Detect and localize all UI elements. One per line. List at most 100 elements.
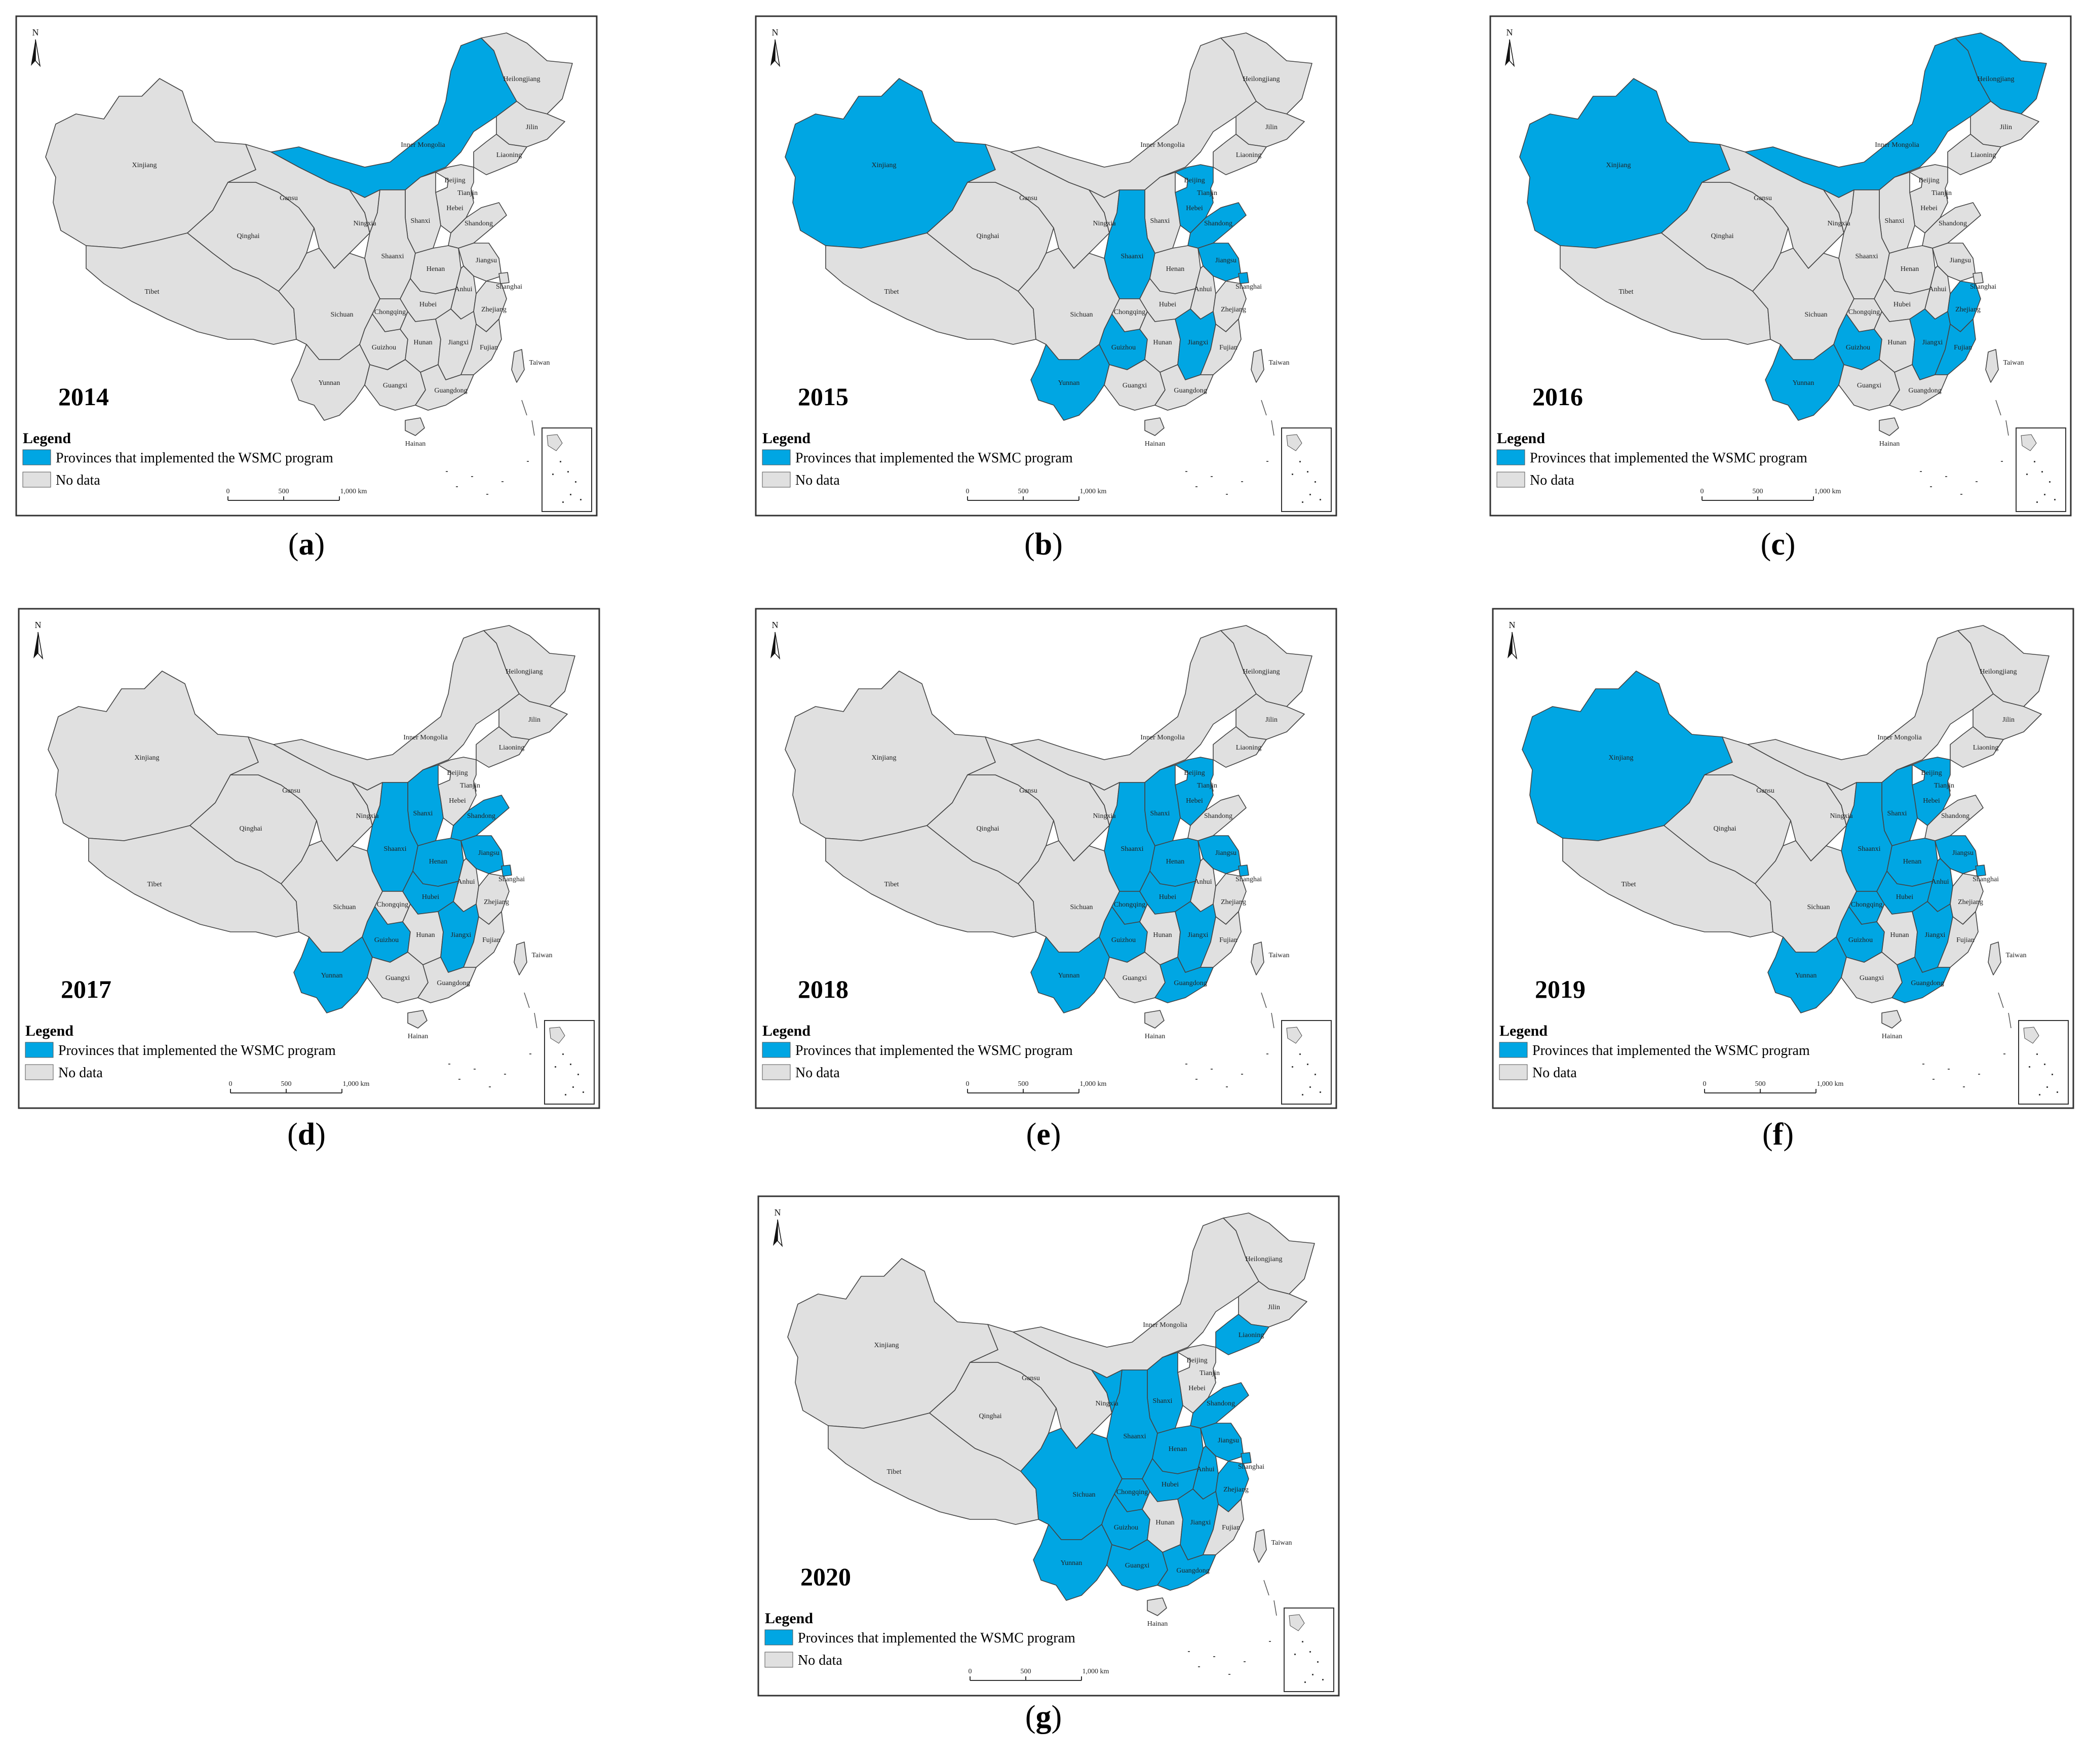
- province-hainan: [1144, 1010, 1165, 1029]
- north-arrow-icon: N: [770, 620, 781, 660]
- scale-bar-tick-label: 500: [1021, 1668, 1031, 1675]
- label-gansu: Gansu: [1022, 1375, 1040, 1382]
- legend-title: Legend: [1497, 430, 1545, 447]
- label-tibet: Tibet: [886, 1468, 901, 1476]
- china-map-e: Xinjiang Tibet Qinghai Gansu Inner Mongolia H…: [755, 608, 1337, 1109]
- label-hunan: Hunan: [1153, 339, 1172, 346]
- label-shanxi: Shanxi: [1153, 1397, 1173, 1405]
- island-mark: [1922, 1064, 1924, 1065]
- province-heilongjiang: [1220, 625, 1312, 707]
- dashed-boundary-line: [2008, 1012, 2012, 1029]
- label-hainan: Hainan: [1879, 440, 1900, 448]
- island-mark: [1948, 1069, 1950, 1070]
- label-qinghai: Qinghai: [979, 1413, 1001, 1420]
- label-liaoning: Liaoning: [1970, 151, 1996, 159]
- label-hebei: Hebei: [1920, 205, 1938, 212]
- label-jilin: Jilin: [2002, 716, 2015, 724]
- label-heilongjiang: Heilongjiang: [503, 75, 540, 83]
- province-labels: Xinjiang Tibet Qinghai Gansu Inner Mongolia H…: [872, 668, 1290, 1040]
- label-qinghai: Qinghai: [976, 232, 999, 240]
- province-shanghai: [1238, 865, 1249, 877]
- inset-coast: [1286, 1027, 1302, 1044]
- island-mark: [1920, 471, 1922, 472]
- island-mark: [1978, 1074, 1980, 1075]
- north-arrow-right: [37, 632, 44, 660]
- province-heilongjiang: [1957, 625, 2050, 707]
- province-jilin: [1238, 1281, 1307, 1327]
- map-panel-g: Xinjiang Tibet Qinghai Gansu Inner Mongolia H…: [757, 1195, 1340, 1697]
- label-ningxia: Ningxia: [356, 812, 379, 820]
- label-hubei: Hubei: [1159, 893, 1176, 901]
- label-shanghai: Shanghai: [1973, 876, 1999, 883]
- inset-island: [567, 471, 569, 473]
- label-hunan: Hunan: [1153, 931, 1172, 939]
- province-hainan: [1144, 417, 1165, 436]
- label-shaanxi: Shaanxi: [1855, 253, 1878, 260]
- china-map-g: Xinjiang Tibet Qinghai Gansu Inner Mongolia H…: [757, 1195, 1340, 1697]
- caption-paren: ): [1051, 1700, 1062, 1734]
- province-shanghai: [498, 272, 510, 284]
- label-liaoning: Liaoning: [1239, 1331, 1264, 1339]
- dashed-boundary-line: [1998, 992, 2004, 1008]
- legend-label-no-data: No data: [1530, 473, 1574, 488]
- map-panel-c: Xinjiang Tibet Qinghai Gansu Inner Mongolia H…: [1489, 15, 2072, 517]
- label-zhejiang: Zhejiang: [1223, 1486, 1249, 1494]
- label-guangxi: Guangxi: [1857, 382, 1881, 389]
- inset-island: [1292, 1066, 1293, 1068]
- province-yunnan: [293, 936, 373, 1013]
- legend: Legend Provinces that implemented the WSM…: [22, 430, 333, 488]
- island-mark: [448, 1064, 450, 1065]
- year-label: 2014: [58, 382, 109, 411]
- label-tianjin: Tianjin: [1931, 189, 1952, 197]
- label-anhui: Anhui: [1931, 878, 1949, 886]
- label-jiangxi: Jiangxi: [451, 931, 472, 939]
- north-arrow-icon: N: [773, 1207, 783, 1247]
- label-zhejiang: Zhejiang: [1955, 306, 1981, 313]
- province-fujian: [1937, 911, 1979, 968]
- island-mark: [504, 1074, 506, 1075]
- label-gansu: Gansu: [1754, 194, 1772, 202]
- label-shanghai: Shanghai: [498, 876, 525, 883]
- label-taiwan: Taiwan: [2005, 952, 2026, 959]
- label-shaanxi: Shaanxi: [381, 253, 404, 260]
- caption-paren: ): [1783, 1117, 1794, 1152]
- caption-letter: c: [1771, 527, 1785, 562]
- legend-swatch-implemented: [25, 1042, 54, 1058]
- caption-paren: (: [1026, 1117, 1037, 1152]
- label-guangdong: Guangdong: [1174, 387, 1207, 395]
- scale-bar-tick-label: 0: [226, 488, 230, 495]
- island-mark: [1960, 494, 1962, 495]
- label-tianjin: Tianjin: [1200, 1369, 1220, 1377]
- label-anhui: Anhui: [1194, 286, 1212, 293]
- provinces-layer: [48, 625, 575, 1029]
- label-jiangsu: Jiangsu: [1215, 257, 1236, 264]
- scale-bar-tick-label: 1,000 km: [1080, 488, 1107, 495]
- label-yunnan: Yunnan: [319, 379, 340, 387]
- island-mark: [527, 461, 529, 462]
- label-qinghai: Qinghai: [976, 825, 999, 833]
- province-fujian: [463, 911, 505, 968]
- label-ningxia: Ningxia: [1093, 812, 1116, 820]
- island-mark: [1211, 1069, 1213, 1070]
- legend-label-no-data: No data: [56, 473, 100, 488]
- label-shandong: Shandong: [465, 220, 493, 227]
- caption-paren: (: [1024, 527, 1035, 562]
- legend-label-implemented: Provinces that implemented the WSMC prog…: [1532, 1043, 1810, 1059]
- label-zhejiang: Zhejiang: [1958, 898, 1983, 906]
- inset-coast: [2023, 1027, 2039, 1044]
- dashed-boundary-line: [1271, 1012, 1274, 1029]
- province-heilongjiang: [1223, 1212, 1315, 1295]
- inset-island: [2036, 1053, 2038, 1055]
- label-taiwan: Taiwan: [2003, 359, 2024, 367]
- legend-swatch-no-data: [25, 1064, 54, 1080]
- label-chongqing: Chongqing: [1848, 308, 1880, 316]
- label-henan: Henan: [1903, 858, 1922, 866]
- province-taiwan: [1251, 942, 1264, 975]
- dashed-boundary-line: [1261, 992, 1267, 1008]
- label-henan: Henan: [429, 858, 448, 866]
- island-mark: [1241, 1074, 1243, 1075]
- scale-bar-tick-label: 1,000 km: [1083, 1668, 1109, 1675]
- label-beijing: Beijing: [447, 769, 468, 777]
- label-hubei: Hubei: [422, 893, 439, 901]
- province-hainan: [405, 417, 425, 436]
